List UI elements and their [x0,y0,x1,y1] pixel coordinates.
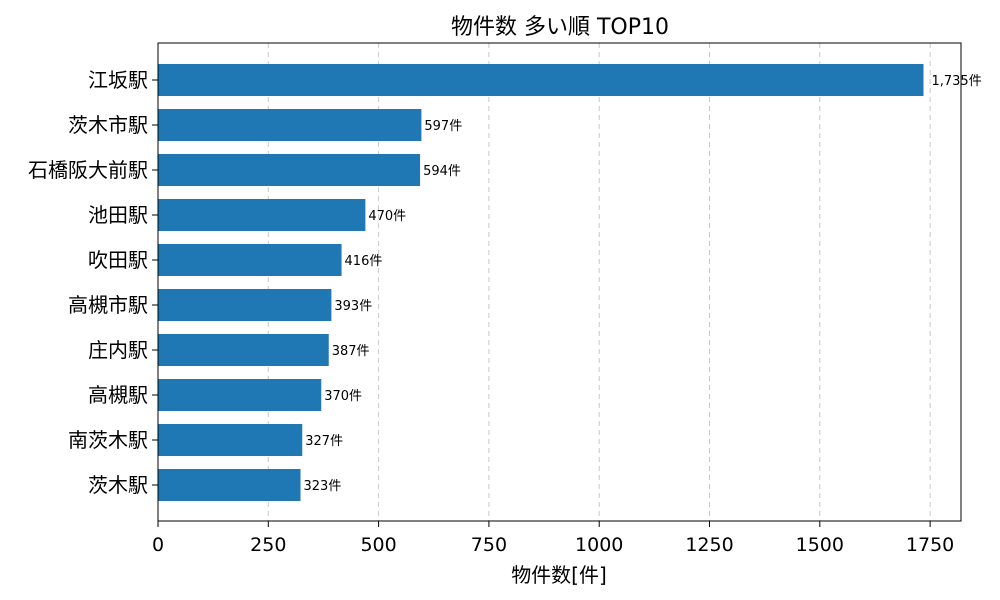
data-label: 393件 [334,299,372,314]
category-label: 高槻駅 [88,383,148,407]
bar [158,334,329,366]
data-label: 416件 [345,254,383,269]
data-label: 594件 [423,164,461,179]
x-axis-label: 物件数[件] [511,563,607,587]
category-label: 池田駅 [88,203,148,227]
bar [158,379,322,411]
x-tick-label: 250 [250,534,286,556]
x-tick-label: 0 [152,534,164,556]
category-label: 江坂駅 [88,68,148,92]
bars: 1,735件 597件 594件 470件 416件 393件 387件 370件 327件 32… [158,64,982,501]
x-tick-label: 1750 [906,534,954,556]
x-tick-label: 750 [471,534,507,556]
data-label: 1,735件 [931,74,981,89]
data-label: 470件 [368,209,406,224]
bar [158,469,301,501]
category-label: 高槻市駅 [68,293,148,317]
category-label: 南茨木駅 [68,428,148,452]
plot-frame [157,42,962,522]
data-label: 370件 [324,389,362,404]
data-label: 387件 [332,344,370,359]
x-tick-label: 1250 [685,534,733,556]
chart-title: 物件数 多い順 TOP10 [451,15,669,40]
category-label: 庄内駅 [88,338,148,362]
bar [158,289,332,321]
bar [158,424,303,456]
category-label: 茨木駅 [88,473,148,497]
bar [158,244,342,276]
bar [158,109,422,141]
bar [158,154,421,186]
bar [158,199,366,231]
category-label: 石橋阪大前駅 [28,158,148,182]
category-label: 吹田駅 [88,248,148,272]
bar [158,64,924,96]
data-label: 597件 [424,119,462,134]
x-tick-label: 500 [360,534,396,556]
data-label: 327件 [305,434,343,449]
x-tick-label: 1000 [575,534,623,556]
data-label: 323件 [304,479,342,494]
grid-lines [267,43,931,521]
category-label: 茨木市駅 [68,113,148,137]
x-tick-label: 1500 [796,534,844,556]
x-axis: 0 250 500 750 1000 1250 1500 1750 [152,521,954,556]
